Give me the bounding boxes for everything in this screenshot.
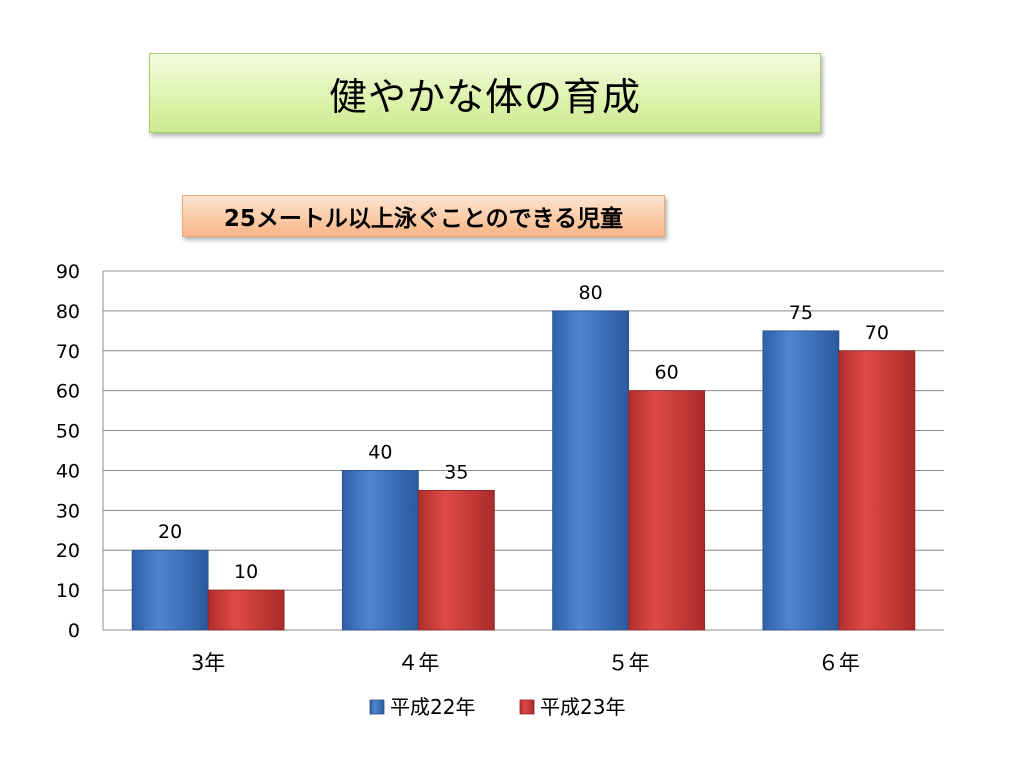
legend: 平成22年 平成23年: [369, 695, 625, 719]
y-axis: 0 10 20 30 40 50 60 70 80 90: [56, 261, 944, 642]
bar-1: [131, 549, 209, 631]
x-tick-label: ５年: [608, 651, 650, 675]
bar-2: [207, 589, 285, 631]
slide-title-box: 健やかな体の育成: [149, 53, 821, 133]
y-tick-label: 20: [56, 540, 80, 562]
data-label: 75: [789, 302, 813, 324]
data-label: 20: [158, 521, 182, 543]
x-tick-label: ４年: [397, 651, 439, 675]
bar-1: [552, 310, 630, 631]
legend-swatch: [519, 699, 535, 715]
bar-2: [838, 350, 916, 631]
data-labels: 20 10 40 35 80 60 75 70: [158, 282, 889, 583]
x-tick-label: ６年: [818, 651, 860, 675]
y-tick-label: 60: [56, 381, 80, 403]
data-label: 70: [865, 322, 889, 344]
bar-1: [341, 470, 419, 631]
x-tick-label: 3年: [191, 651, 225, 675]
bar-2: [628, 390, 706, 631]
bar-1: [762, 330, 840, 631]
chart-title: 25メートル以上泳ぐことのできる児童: [223, 206, 624, 232]
y-tick-label: 10: [56, 580, 80, 602]
y-tick-label: 40: [56, 460, 80, 482]
legend-label: 平成22年: [390, 695, 475, 719]
slide-title: 健やかな体の育成: [328, 74, 641, 119]
y-tick-label: 50: [56, 421, 80, 443]
data-label: 40: [368, 441, 392, 463]
y-tick-label: 70: [56, 341, 80, 363]
data-label: 10: [234, 561, 258, 583]
y-tick-label: 30: [56, 500, 80, 522]
data-label: 35: [444, 461, 468, 483]
bar-2: [417, 489, 495, 631]
y-tick-label: 80: [56, 301, 80, 323]
legend-swatch: [369, 699, 385, 715]
bars: [131, 310, 916, 631]
legend-label: 平成23年: [540, 695, 625, 719]
y-tick-label: 0: [68, 620, 80, 642]
data-label: 80: [579, 282, 603, 304]
y-tick-label: 90: [56, 261, 80, 283]
data-label: 60: [655, 362, 679, 384]
chart-title-box: 25メートル以上泳ぐことのできる児童: [182, 195, 665, 237]
x-axis: 3年 ４年 ５年 ６年: [191, 651, 860, 675]
